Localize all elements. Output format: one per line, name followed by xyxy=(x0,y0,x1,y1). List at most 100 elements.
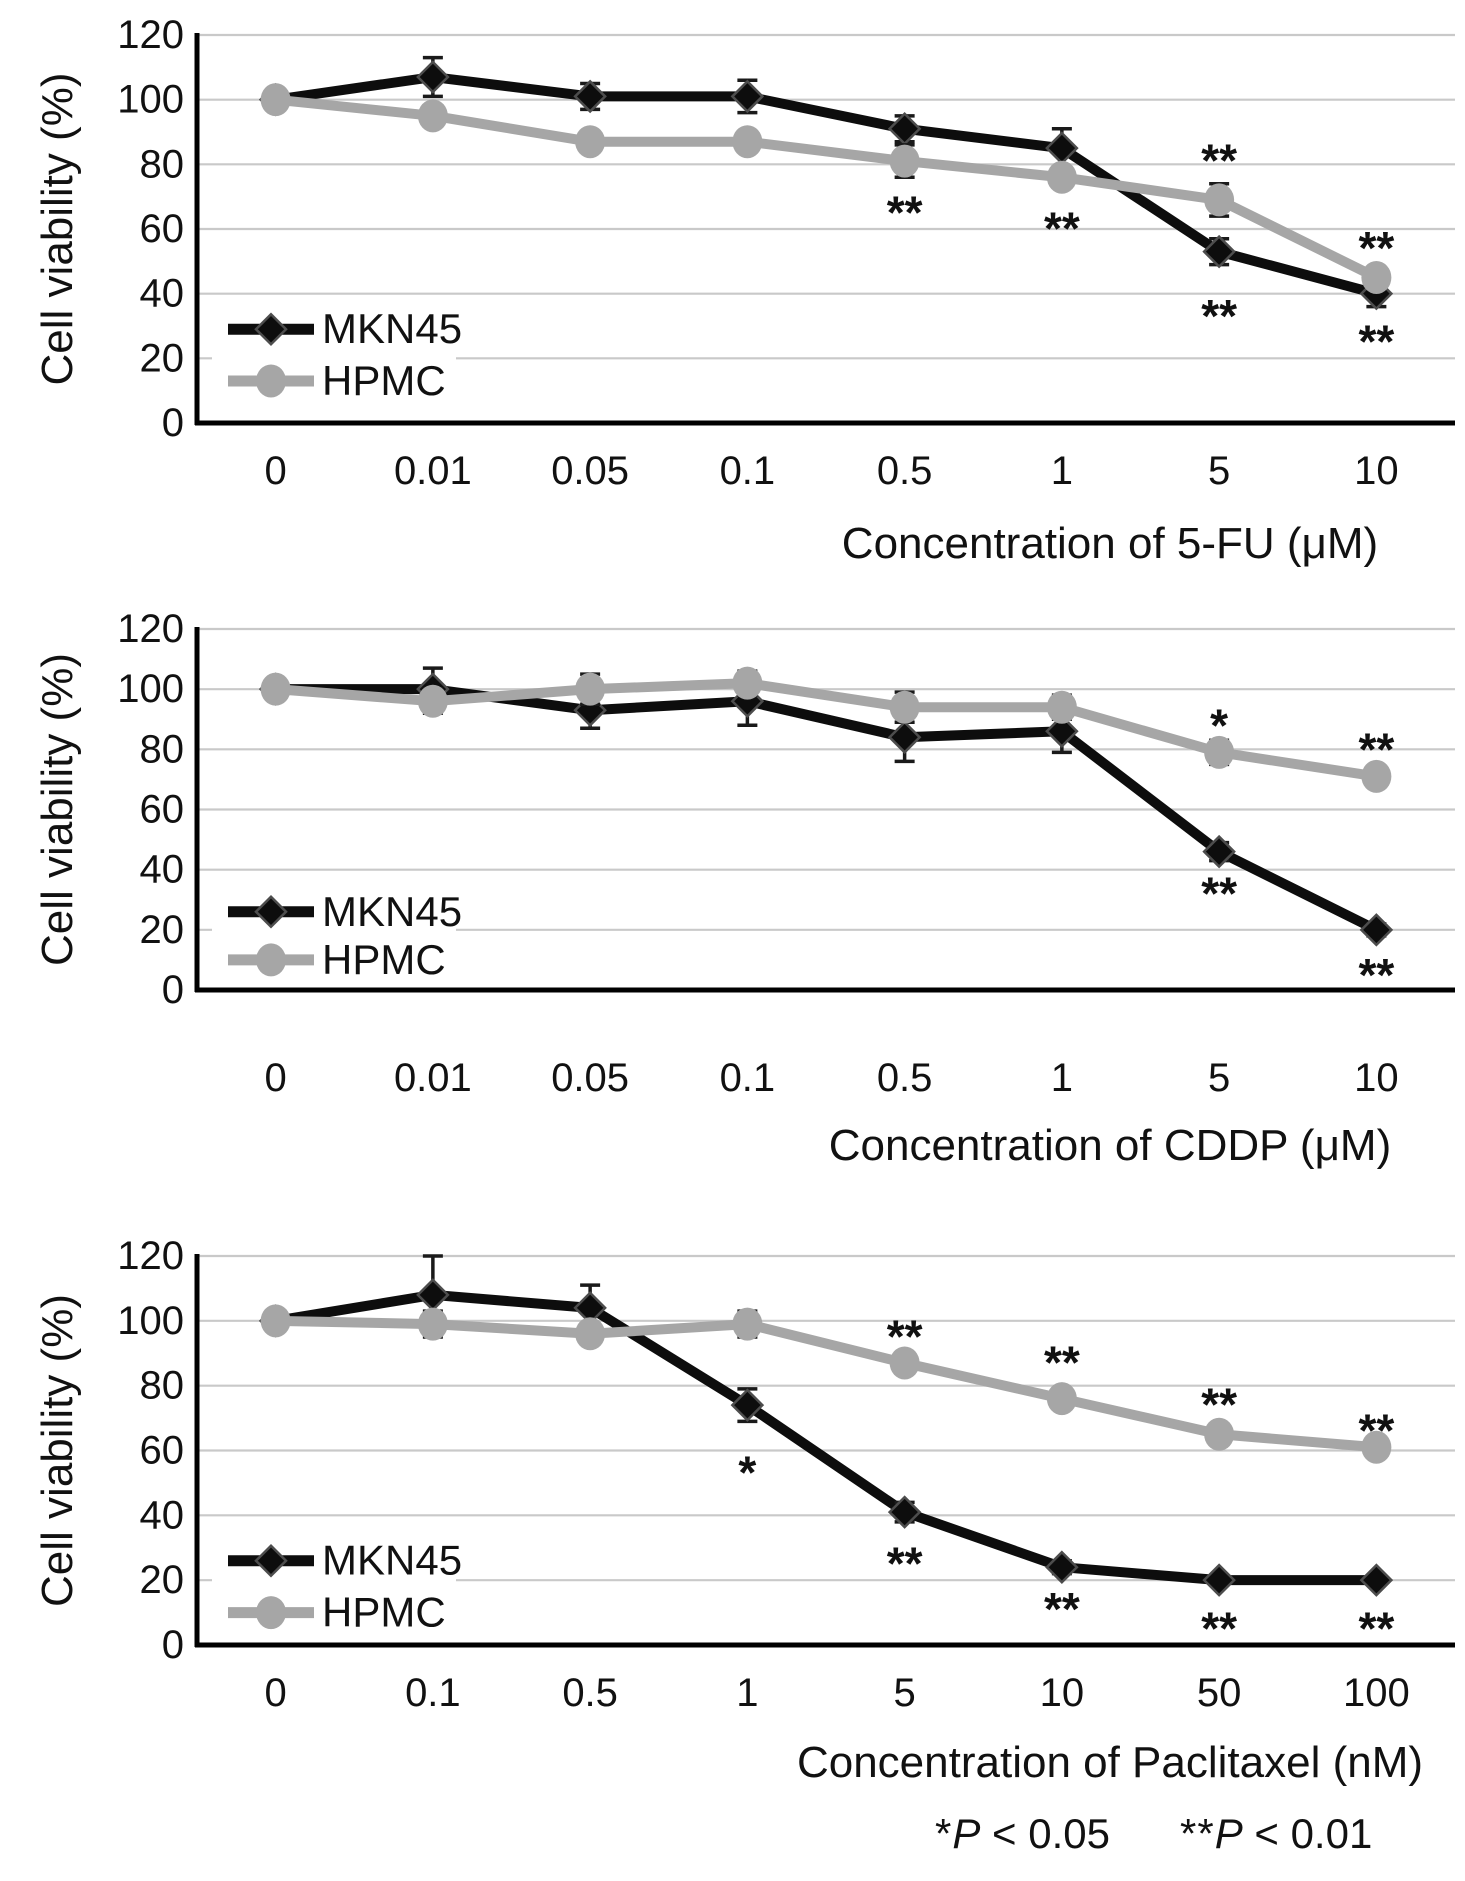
x-tick-label: 0.1 xyxy=(405,1671,461,1715)
x-tick-label: 5 xyxy=(1208,1056,1230,1100)
mkn45-point xyxy=(730,1388,765,1422)
mkn45-point xyxy=(1045,714,1079,749)
legend-marker-circle xyxy=(256,943,286,977)
y-axis-title: Cell viability (%) xyxy=(33,1294,82,1607)
y-tick-label: 100 xyxy=(117,78,184,122)
series-hpmc xyxy=(260,83,1392,294)
mkn45-point xyxy=(730,79,765,114)
legend-marker-circle xyxy=(256,1596,286,1630)
significance-annotation: ** xyxy=(1201,1379,1237,1431)
legend-item-mkn45: MKN45 xyxy=(228,1537,462,1584)
mkn45-point xyxy=(1202,834,1236,869)
footnote-p005-rest: < 0.05 xyxy=(980,1810,1110,1857)
hpmc-point xyxy=(732,1307,763,1341)
y-tick-label: 60 xyxy=(140,207,185,251)
mkn45-point xyxy=(887,1495,922,1529)
hpmc-point xyxy=(575,1317,606,1351)
mkn45-point xyxy=(1045,1550,1079,1584)
hpmc-point xyxy=(732,125,763,159)
legend-item-mkn45: MKN45 xyxy=(228,888,462,935)
mkn45-point xyxy=(1359,1563,1394,1597)
x-tick-label: 100 xyxy=(1343,1671,1410,1715)
hpmc-point xyxy=(1204,735,1235,769)
footnote-p005: *P < 0.05 xyxy=(935,1810,1110,1858)
significance-annotation: ** xyxy=(887,186,923,238)
x-tick-label: 1 xyxy=(1051,1056,1073,1100)
series-line-mkn45 xyxy=(275,684,1379,935)
legend-backdrop xyxy=(212,300,456,417)
significance-annotation: ** xyxy=(1201,290,1237,342)
significance-annotation: ** xyxy=(1358,222,1394,274)
series-line-mkn45 xyxy=(274,72,1378,299)
series-line-hpmc xyxy=(275,94,1379,282)
y-axis-title: Cell viability (%) xyxy=(33,653,82,966)
x-tick-label: 0.5 xyxy=(877,1056,933,1100)
mkn45-point xyxy=(887,111,922,146)
hpmc-point xyxy=(1204,183,1235,217)
y-tick-label: 40 xyxy=(140,272,185,316)
series-line-mkn45 xyxy=(274,1289,1377,1586)
y-axis-title: Cell viability (%) xyxy=(33,73,82,386)
significance-annotation: ** xyxy=(1358,723,1394,775)
hpmc-point xyxy=(1361,759,1392,793)
x-tick-label: 10 xyxy=(1354,449,1399,493)
legend-label: HPMC xyxy=(322,936,446,983)
x-tick-label: 5 xyxy=(1208,449,1230,493)
mkn45-point xyxy=(1202,234,1236,269)
x-tick-label: 0.01 xyxy=(394,1056,472,1100)
x-tick-label: 0.5 xyxy=(562,1671,618,1715)
significance-annotation: ** xyxy=(1358,949,1394,1001)
x-tick-label: 10 xyxy=(1354,1056,1399,1100)
hpmc-point xyxy=(1361,1430,1392,1464)
footnote-p005-p: P xyxy=(952,1810,981,1857)
hpmc-point xyxy=(417,1307,448,1341)
hpmc-point xyxy=(260,672,291,706)
legend-label: MKN45 xyxy=(322,1537,462,1584)
legend-backdrop xyxy=(212,875,456,984)
legend-marker-diamond xyxy=(254,895,288,929)
hpmc-point xyxy=(575,672,606,706)
significance-annotation: ** xyxy=(1201,135,1237,187)
significance-footnote: *P < 0.05 **P < 0.01 xyxy=(935,1810,1372,1858)
significance-annotation: ** xyxy=(887,1537,923,1589)
significance-annotation: ** xyxy=(887,1311,923,1363)
y-tick-label: 80 xyxy=(140,142,185,186)
hpmc-point xyxy=(1046,1382,1077,1416)
hpmc-point xyxy=(575,125,606,159)
footnote-p001: **P < 0.01 xyxy=(1180,1810,1372,1858)
significance-annotation: ** xyxy=(1358,1405,1394,1457)
x-tick-label: 0.1 xyxy=(720,449,776,493)
y-tick-label: 120 xyxy=(117,1234,184,1278)
legend-marker-diamond xyxy=(254,1543,288,1578)
significance-annotation: * xyxy=(738,1447,756,1499)
hpmc-point xyxy=(889,690,920,724)
x-axis-title: Concentration of CDDP (μM) xyxy=(829,1121,1392,1170)
footnote-p001-stars: ** xyxy=(1179,1810,1215,1857)
x-tick-label: 0 xyxy=(265,1671,287,1715)
x-tick-label: 0.5 xyxy=(877,449,933,493)
mkn45-point xyxy=(1202,1563,1236,1597)
series-line-hpmc xyxy=(275,1315,1377,1453)
significance-annotation: ** xyxy=(1358,316,1394,368)
x-tick-label: 0 xyxy=(265,1056,287,1100)
x-tick-label: 0.05 xyxy=(551,1056,629,1100)
y-tick-label: 0 xyxy=(162,401,184,445)
chart-5fu: ** ** ** ** ** ** 0 20 40 60 80 100 120 0 0.01 0.05 0.1 0… xyxy=(33,13,1455,568)
y-tick-label: 0 xyxy=(162,968,184,1012)
mkn45-point xyxy=(573,79,607,114)
y-tick-label: 120 xyxy=(117,607,184,651)
x-tick-label: 50 xyxy=(1197,1671,1242,1715)
y-tick-label: 40 xyxy=(140,1493,185,1537)
y-tick-label: 120 xyxy=(117,13,184,57)
legend-label: MKN45 xyxy=(322,888,462,935)
significance-annotation: ** xyxy=(1044,203,1080,255)
hpmc-point xyxy=(260,1304,291,1338)
hpmc-point xyxy=(1046,160,1077,194)
hpmc-point xyxy=(889,144,920,178)
y-tick-label: 100 xyxy=(117,1299,184,1343)
